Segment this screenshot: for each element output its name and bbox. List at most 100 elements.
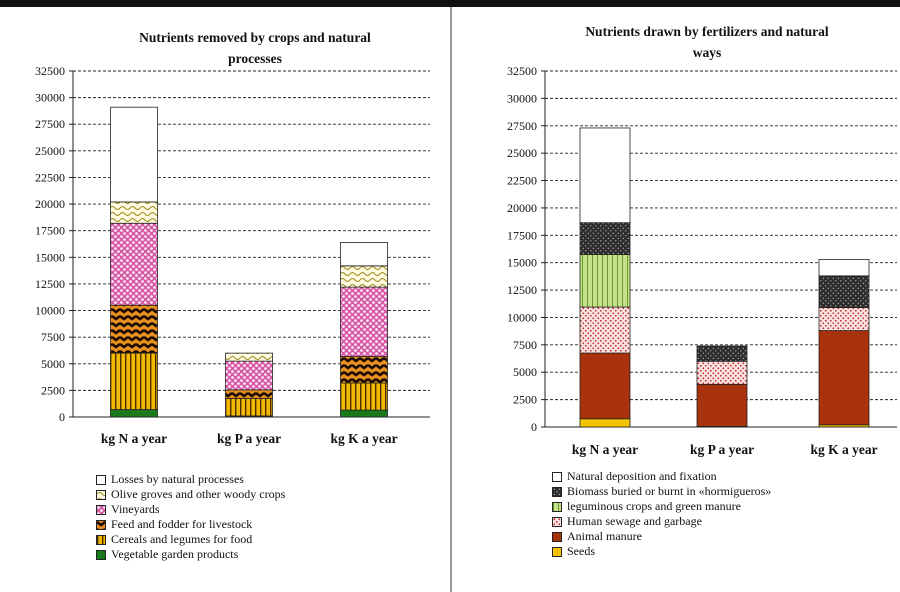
y-tick-label: 12500	[35, 277, 65, 291]
legend-swatch	[552, 486, 562, 497]
legend-item: Cereals and legumes for food	[96, 532, 285, 547]
bar-segment-olive-groves-and-other-woody-crops	[110, 201, 158, 224]
legend-item: Losses by natural processes	[96, 472, 285, 487]
bar-segment-feed-and-fodder-for-livestock	[110, 304, 158, 354]
legend-label: Vineyards	[111, 502, 160, 516]
y-tick-label: 15000	[35, 250, 65, 264]
panel-divider	[450, 7, 452, 592]
bar-segment-human-sewage-and-garbage	[579, 306, 631, 354]
legend-item: Animal manure	[552, 529, 771, 544]
legend-item: Natural deposition and fixation	[552, 469, 771, 484]
legend-label: Biomass buried or burnt in «hormigueros»	[567, 484, 772, 498]
legend-swatch	[552, 546, 562, 557]
legend-swatch	[552, 501, 562, 512]
y-tick-label: 27500	[507, 119, 537, 133]
legend-label: Human sewage and garbage	[567, 514, 702, 528]
y-tick-label: 20000	[35, 197, 65, 211]
bar-segment-cereals-and-legumes-for-food	[110, 352, 158, 410]
y-tick-label: 2500	[513, 393, 537, 407]
y-tick-label: 30000	[35, 91, 65, 105]
bar-segment-vegetable-garden-products	[110, 409, 158, 418]
legend-item: Olive groves and other woody crops	[96, 487, 285, 502]
bar-segment-losses-by-natural-processes	[110, 106, 158, 203]
x-category-label: kg P a year	[217, 431, 281, 446]
legend-swatch	[96, 549, 106, 560]
legend-item: Vineyards	[96, 502, 285, 517]
legend-label: Feed and fodder for livestock	[111, 517, 253, 531]
legend-label: leguminous crops and green manure	[567, 499, 741, 513]
bar-segment-vegetable-garden-products	[340, 409, 388, 418]
bar-segment-cereals-and-legumes-for-food	[225, 397, 273, 417]
y-tick-label: 5000	[41, 357, 65, 371]
y-tick-label: 2500	[41, 383, 65, 397]
chart-title: Nutrients removed by crops and natural p…	[139, 30, 371, 66]
bar-segment-natural-deposition-and-fixation	[579, 127, 631, 224]
y-tick-label: 22500	[35, 170, 65, 184]
bar-segment-feed-and-fodder-for-livestock	[340, 355, 388, 384]
legend-label: Natural deposition and fixation	[567, 469, 717, 483]
y-tick-label: 25000	[35, 144, 65, 158]
bar-segment-vineyards	[340, 286, 388, 357]
y-tick-label: 27500	[35, 117, 65, 131]
bar-segment-olive-groves-and-other-woody-crops	[340, 265, 388, 288]
legend-swatch	[96, 519, 106, 530]
legend-swatch	[552, 471, 562, 482]
legend-swatch	[96, 474, 106, 485]
y-tick-label: 10000	[507, 310, 537, 324]
bar-segment-cereals-and-legumes-for-food	[340, 382, 388, 411]
y-tick-label: 7500	[513, 338, 537, 352]
y-tick-label: 22500	[507, 174, 537, 188]
legend-item: leguminous crops and green manure	[552, 499, 771, 514]
y-tick-label: 17500	[35, 224, 65, 238]
top-border	[0, 0, 900, 7]
legend-swatch	[552, 531, 562, 542]
legend-label: Vegetable garden products	[111, 547, 239, 561]
bar-segment-human-sewage-and-garbage	[696, 360, 748, 385]
legend-item: Human sewage and garbage	[552, 514, 771, 529]
y-tick-label: 7500	[41, 330, 65, 344]
x-category-label: kg K a year	[330, 431, 397, 446]
legend-label: Animal manure	[567, 529, 642, 543]
legend-item: Feed and fodder for livestock	[96, 517, 285, 532]
legend-item: Seeds	[552, 544, 771, 559]
y-tick-label: 12500	[507, 283, 537, 297]
chart-panel-removed: Nutrients removed by crops and natural p…	[0, 7, 449, 592]
y-tick-label: 10000	[35, 304, 65, 318]
y-tick-label: 25000	[507, 146, 537, 160]
bar-segment-vineyards	[225, 360, 273, 391]
bar-segment-olive-groves-and-other-woody-crops	[225, 352, 273, 362]
y-tick-label: 32500	[35, 64, 65, 78]
legend-label: Seeds	[567, 544, 595, 558]
y-tick-label: 0	[59, 410, 65, 424]
bar-segment-losses-by-natural-processes	[340, 242, 388, 267]
x-category-label: kg K a year	[810, 442, 877, 457]
legend-label: Cereals and legumes for food	[111, 532, 253, 546]
legend-swatch	[96, 489, 106, 500]
y-tick-label: 15000	[507, 256, 537, 270]
bar-segment-seeds	[579, 418, 631, 428]
y-tick-label: 20000	[507, 201, 537, 215]
chart-panel-drawn: Nutrients drawn by fertilizers and natur…	[452, 7, 900, 592]
legend-item: Vegetable garden products	[96, 547, 285, 562]
bar-segment-animal-manure	[818, 330, 870, 426]
legend-swatch	[96, 504, 106, 515]
bar-segment-feed-and-fodder-for-livestock	[225, 389, 273, 399]
y-tick-label: 32500	[507, 64, 537, 78]
x-category-label: kg N a year	[101, 431, 167, 446]
bar-segment-animal-manure	[696, 383, 748, 427]
chart-plot: 0 2500 5000 7500 10000 12500 15000 17500 20000 22…	[507, 64, 897, 457]
y-tick-label: 0	[531, 420, 537, 434]
legend-swatch	[552, 516, 562, 527]
y-tick-label: 17500	[507, 228, 537, 242]
bar-segment-human-sewage-and-garbage	[818, 307, 870, 332]
x-category-label: kg P a year	[690, 442, 754, 457]
legend-label: Olive groves and other woody crops	[111, 487, 286, 501]
bar-segment-vineyards	[110, 222, 158, 306]
y-tick-label: 30000	[507, 91, 537, 105]
legend-label: Losses by natural processes	[111, 472, 244, 486]
chart-legend: Losses by natural processes Olive groves …	[96, 472, 285, 562]
chart-plot: 0 2500 5000 7500 10000 12500 15000 17500 20000 22…	[35, 64, 430, 446]
bar-segment-animal-manure	[579, 352, 631, 420]
chart-legend: Natural deposition and fixation Biomass b…	[552, 469, 771, 559]
bar-segment-biomass-buried-or-burnt-in-hormigueros	[818, 275, 870, 309]
